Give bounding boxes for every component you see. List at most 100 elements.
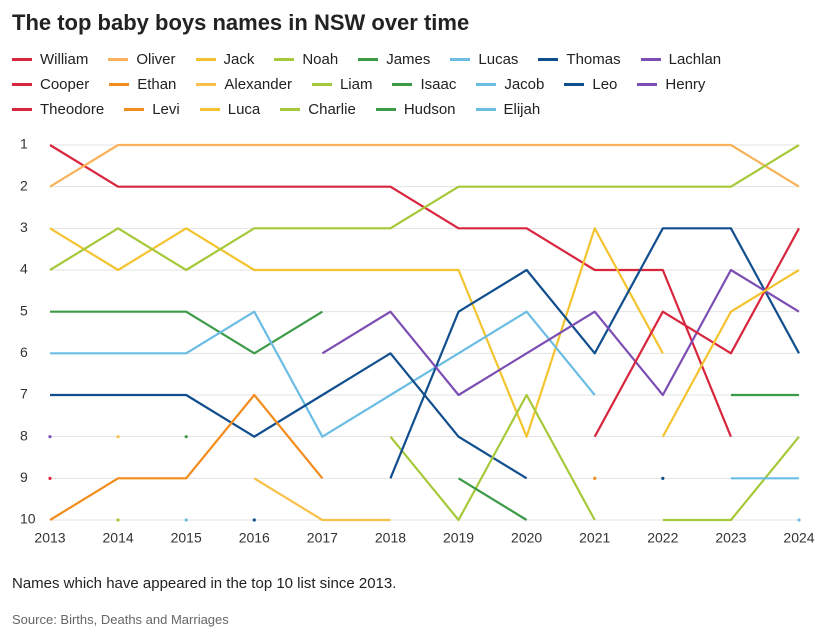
- legend-swatch: [637, 82, 658, 86]
- point: [252, 518, 256, 522]
- legend-item: Levi: [124, 99, 180, 119]
- legend-swatch: [196, 82, 217, 86]
- legend-swatch: [12, 107, 32, 111]
- x-tick-label: 2018: [375, 530, 406, 546]
- legend-swatch: [12, 57, 32, 61]
- legend-item: James: [358, 49, 430, 69]
- legend-label: Isaac: [420, 75, 457, 93]
- point: [184, 518, 188, 522]
- line: [49, 143, 800, 188]
- y-tick-label: 7: [20, 386, 28, 402]
- legend-label: Hudson: [403, 100, 456, 118]
- legend-label: Liam: [339, 75, 373, 93]
- legend-item: Lachlan: [640, 49, 722, 69]
- legend-item: Jack: [195, 49, 255, 69]
- legend-item: Noah: [274, 49, 338, 69]
- legend-swatch: [274, 57, 295, 61]
- y-tick-label: 2: [20, 177, 28, 193]
- point: [797, 518, 801, 522]
- y-tick-label: 4: [20, 261, 28, 277]
- source: Source: Births, Deaths and Marriages: [12, 612, 229, 627]
- legend-swatch: [564, 82, 585, 86]
- legend-label: Cooper: [40, 75, 90, 93]
- legend-swatch: [538, 57, 559, 61]
- line: [457, 477, 528, 521]
- legend-item: Leo: [564, 74, 617, 94]
- legend-swatch: [195, 57, 216, 61]
- line: [389, 227, 800, 479]
- legend-swatch: [640, 57, 661, 61]
- legend-item: Charlie: [280, 99, 356, 119]
- x-tick-label: 2019: [443, 530, 474, 546]
- legend-label: James: [386, 50, 431, 68]
- y-tick-label: 5: [20, 302, 28, 318]
- legend-swatch: [109, 82, 130, 86]
- y-tick-label: 10: [20, 511, 36, 527]
- x-tick-label: 2015: [171, 530, 202, 546]
- legend-label: Luca: [227, 100, 261, 118]
- legend-item: Hudson: [375, 99, 456, 119]
- x-tick-label: 2017: [307, 530, 338, 546]
- line: [321, 268, 800, 397]
- legend-label: Leo: [592, 75, 618, 93]
- legend-item: Ethan: [109, 74, 176, 94]
- legend-item: Theodore: [12, 99, 104, 119]
- legend-swatch: [108, 57, 129, 61]
- legend-swatch: [475, 107, 496, 111]
- x-tick-label: 2024: [783, 530, 814, 546]
- legend-item: William: [12, 49, 88, 69]
- legend-label: Jacob: [504, 75, 545, 93]
- line: [661, 269, 800, 438]
- legend-label: Noah: [302, 50, 339, 68]
- legend-swatch: [476, 82, 497, 86]
- legend-item: Jacob: [476, 74, 544, 94]
- x-tick-label: 2023: [715, 530, 746, 546]
- legend-item: Lucas: [450, 49, 518, 69]
- point: [184, 435, 188, 439]
- legend: William Oliver Jack Noah James Lucas Thomas Lac…: [12, 49, 812, 119]
- legend-swatch: [358, 57, 379, 61]
- legend-label: Oliver: [136, 50, 176, 68]
- point: [661, 476, 665, 480]
- y-tick-label: 9: [20, 469, 28, 485]
- point: [593, 476, 597, 480]
- legend-label: Thomas: [566, 50, 621, 68]
- line: [50, 310, 596, 438]
- legend-item: Elijah: [475, 99, 540, 119]
- point: [116, 435, 120, 439]
- legend-label: Lachlan: [668, 50, 722, 68]
- legend-item: Cooper: [12, 74, 89, 94]
- legend-label: Ethan: [137, 75, 177, 93]
- legend-item: Thomas: [538, 49, 621, 69]
- legend-label: Charlie: [308, 100, 356, 118]
- legend-label: Jack: [223, 50, 255, 68]
- legend-swatch: [450, 57, 471, 61]
- legend-item: Liam: [311, 74, 373, 94]
- legend-swatch: [124, 107, 145, 111]
- legend-label: Levi: [152, 100, 180, 118]
- x-tick-label: 2014: [103, 530, 134, 546]
- note: Names which have appeared in the top 10 …: [12, 575, 397, 592]
- x-tick-label: 2016: [239, 530, 270, 546]
- legend-swatch: [375, 107, 396, 111]
- legend-label: William: [40, 50, 89, 68]
- x-tick-label: 2020: [511, 530, 542, 546]
- x-tick-label: 2013: [34, 530, 65, 546]
- legend-swatch: [12, 82, 32, 86]
- line: [662, 435, 800, 522]
- line: [593, 227, 800, 438]
- point: [48, 476, 52, 480]
- line: [253, 477, 391, 522]
- legend-item: Isaac: [392, 74, 456, 94]
- legend-item: Luca: [199, 99, 261, 119]
- legend-item: Oliver: [108, 49, 176, 69]
- legend-swatch: [199, 107, 220, 111]
- chart-title: The top baby boys names in NSW over time: [12, 10, 470, 35]
- line: [50, 352, 528, 480]
- point: [48, 435, 52, 439]
- line: [49, 144, 800, 272]
- legend-label: Lucas: [478, 50, 519, 68]
- chart: 1 2 3 4 5 6 7 8 9 10 2013 2014 2015 2016 2017 2018 2019 2…: [20, 136, 815, 546]
- y-tick-label: 6: [20, 344, 28, 360]
